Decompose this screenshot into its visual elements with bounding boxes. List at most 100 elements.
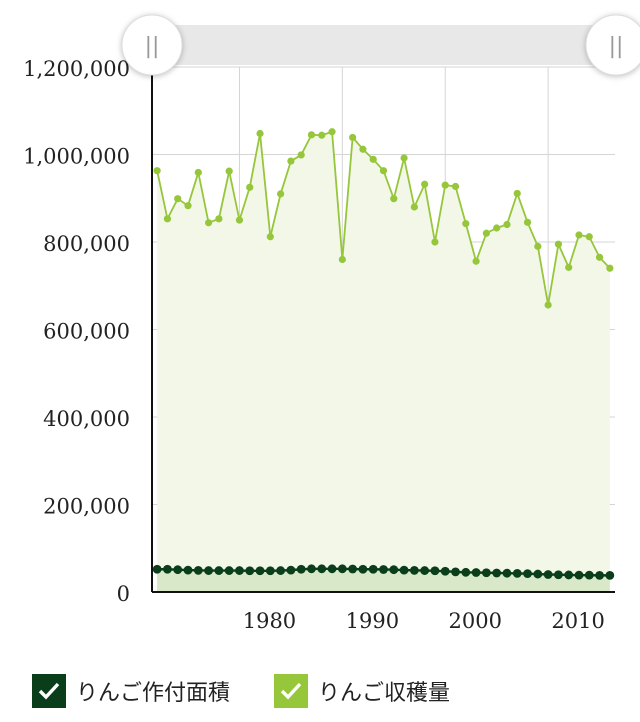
data-point [400,154,408,162]
data-point [523,218,532,226]
data-point [451,182,460,191]
data-point [174,195,182,203]
data-point [246,183,254,191]
data-point [327,564,337,574]
data-point [153,167,161,175]
chart-svg: 1,200,000 1,000,000 800,000 600,000 400,000 2… [23,14,640,633]
x-tick-label: 2000 [449,609,502,633]
slider-handle-knob [585,14,640,76]
data-point [451,567,460,577]
data-point [194,168,202,177]
data-point [184,202,192,210]
data-point [163,564,172,574]
data-point [523,569,532,579]
data-point [606,264,614,272]
data-point [513,189,521,198]
data-point [215,215,223,223]
data-point [204,219,213,227]
y-tick-label: 0 [117,582,130,606]
data-point [389,565,399,575]
data-point [173,565,183,575]
data-point [286,565,296,575]
data-point [534,242,542,250]
data-point [307,131,316,139]
data-point [441,181,449,189]
data-point [421,180,429,188]
data-point [462,220,470,228]
data-point [575,231,583,239]
data-point [390,195,398,203]
data-point [307,564,316,574]
data-point [585,233,593,241]
x-tick-label: 1990 [346,609,399,633]
data-point [565,263,573,271]
data-point [554,570,563,580]
data-point [297,151,305,159]
x-tick-label: 2010 [551,609,604,633]
data-point [349,133,357,142]
data-point [256,129,264,138]
data-point [358,564,368,574]
data-point [503,220,511,229]
y-tick-label: 400,000 [43,407,130,431]
chart-legend: りんご作付面積 りんご収穫量 [0,674,640,710]
data-point [368,564,378,574]
data-point [430,566,440,576]
data-point [277,190,285,198]
slider-grip-icon: || [145,34,160,59]
data-point [183,565,193,575]
data-point [296,564,306,574]
data-point [235,216,244,224]
y-tick-label: 200,000 [43,495,130,519]
data-point [224,566,234,575]
data-point [348,564,358,574]
data-point [287,157,295,165]
data-point [328,128,336,136]
slider-handle-left[interactable]: || [121,14,183,76]
data-point [245,566,255,576]
data-point [512,569,522,578]
data-point [265,566,275,576]
data-point [235,566,244,575]
data-point [152,564,162,574]
data-point [533,569,543,579]
data-point [492,568,502,578]
legend-item-area[interactable]: りんご作付面積 [32,674,230,708]
checkbox-area-icon[interactable] [32,674,66,708]
x-tick-label: 1980 [243,609,296,633]
data-point [214,566,224,575]
data-point [502,568,512,578]
data-point [410,203,418,211]
data-point [493,224,501,232]
data-point [163,215,172,223]
data-point [266,233,274,241]
data-point [379,565,388,574]
legend-label-area: りんご作付面積 [76,681,231,706]
slider-handle-knob [121,14,183,76]
data-point [204,566,213,575]
data-point [379,167,388,175]
series-area-1 [157,131,610,592]
data-point [420,566,430,575]
range-slider[interactable]: || || [121,14,640,76]
y-tick-label: 1,200,000 [23,57,130,81]
data-point [595,570,604,580]
data-point [574,570,584,580]
legend-item-harvest[interactable]: りんご収穫量 [274,674,450,708]
slider-handle-right[interactable]: || [585,14,640,76]
data-point [440,566,450,576]
data-point [461,567,471,577]
data-point [595,253,604,261]
data-point [276,566,286,575]
checkbox-harvest-icon[interactable] [274,674,308,708]
data-point [225,167,233,175]
y-tick-label: 800,000 [43,232,130,256]
data-point [554,240,563,248]
data-point [543,570,553,579]
data-point [369,155,377,163]
data-point [471,568,481,577]
y-tick-label: 1,000,000 [23,145,130,169]
data-point [193,565,203,575]
data-point [482,229,490,237]
slider-track [150,25,616,65]
